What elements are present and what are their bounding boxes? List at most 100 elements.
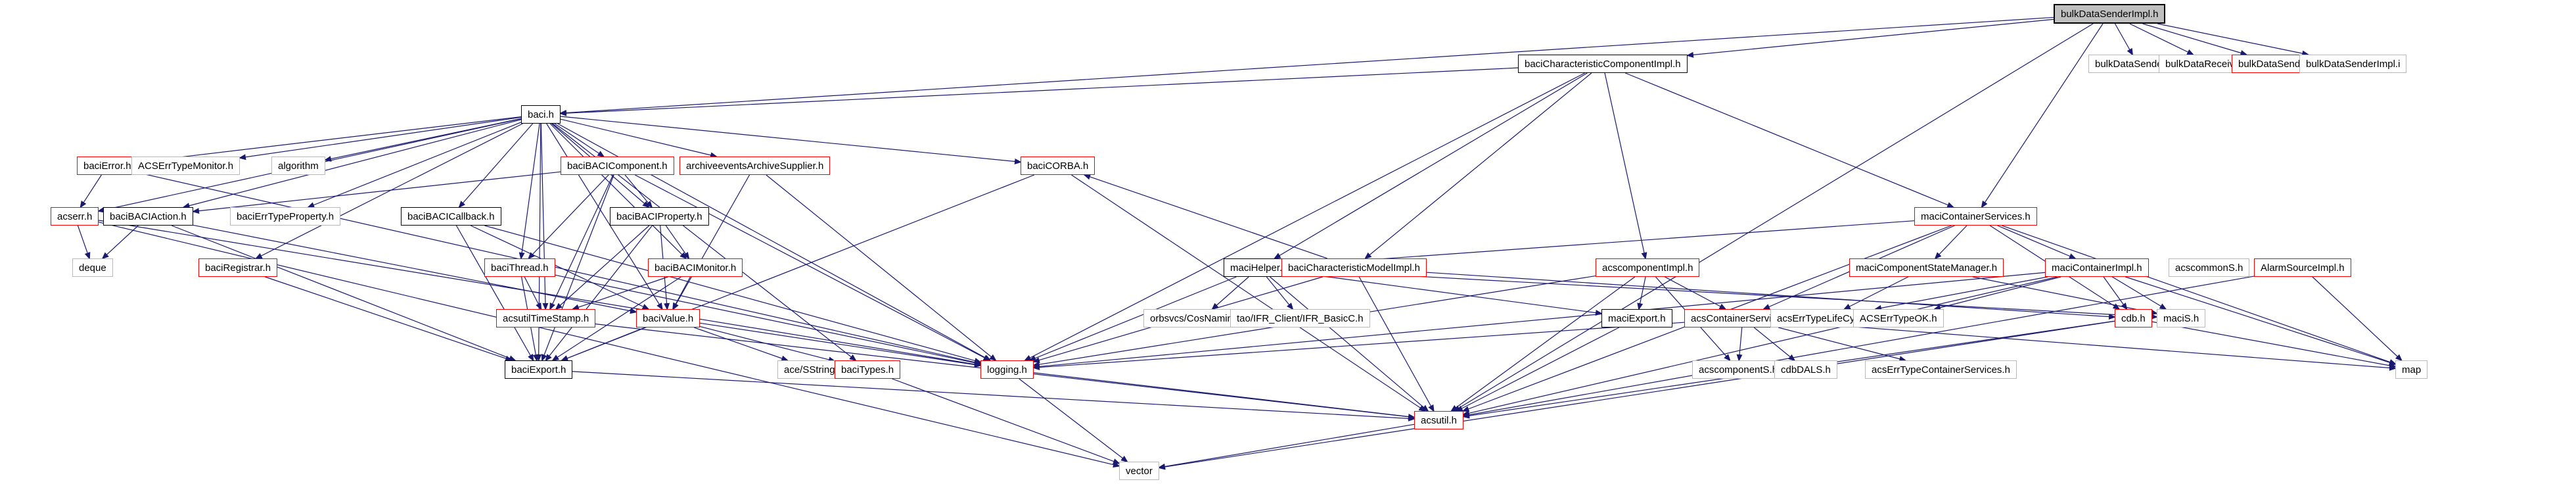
node-baciTypes[interactable]: baciTypes.h (835, 360, 901, 379)
edge-maciComponentStateManager-maciS (1972, 276, 2158, 316)
node-vector: vector (1119, 462, 1159, 480)
edge-baci-baciRegistrar (254, 123, 523, 259)
node-acserr[interactable]: acserr.h (51, 207, 99, 226)
edge-maciHelper-acsutil (1270, 276, 1429, 412)
node-acsutil[interactable]: acsutil.h (1414, 411, 1464, 429)
edge-baciRegistrar-baciExport (265, 276, 513, 362)
edge-bulkDataSenderImpl-acsutil (1452, 23, 2094, 412)
node-acscomponentImpl[interactable]: acscomponentImpl.h (1596, 258, 1700, 277)
edge-baciError-logging (137, 172, 982, 366)
edge-baciBACIComponent-baciBACIAction (192, 171, 561, 214)
edge-baciBACIComponent-logging (635, 174, 991, 361)
edge-acsContainerServices-logging (1032, 322, 1685, 371)
node-baciBACICallback[interactable]: baciBACICallback.h (401, 207, 501, 226)
edge-baci-archiveeventsArchiveSupplier (560, 118, 718, 158)
edge-baciBACIProperty-baciBACIMonitor (665, 225, 690, 260)
node-logging[interactable]: logging.h (980, 360, 1034, 379)
edge-baci-baciBACIAction (182, 119, 522, 209)
node-tao_IFR_BasicC: tao/IFR_Client/IFR_BasicC.h (1230, 309, 1370, 327)
edge-baciValue-baciTypes (699, 326, 836, 363)
edge-acsContainerServices-map (1801, 322, 2397, 371)
edge-AlarmSourceImpl-acsutil (1462, 276, 2255, 418)
node-archiveeventsArchiveSupplier[interactable]: archiveeventsArchiveSupplier.h (679, 157, 831, 175)
edge-baciValue-baciExport (560, 327, 645, 361)
node-baciCORBA[interactable]: baciCORBA.h (1021, 157, 1095, 175)
node-ACSErrTypeOK: ACSErrTypeOK.h (1853, 309, 1944, 327)
node-acscomponentS: acscomponentS.h (1692, 360, 1785, 379)
edge-baciThread-logging (555, 274, 982, 366)
node-baciValue[interactable]: baciValue.h (636, 309, 701, 327)
node-ACSErrTypeMonitor: ACSErrTypeMonitor.h (131, 157, 241, 175)
node-baciCharacteristicComponentImpl[interactable]: baciCharacteristicComponentImpl.h (1518, 55, 1688, 73)
edge-baciBACIAction-deque (101, 225, 139, 260)
edge-baciBACICallback-baciExport (455, 225, 534, 362)
edge-baci-baciBACIMonitor (549, 123, 687, 260)
node-bulkDataSenderImpl: bulkDataSenderImpl.h (2054, 4, 2166, 24)
edge-maciContainerImpl-map (2125, 276, 2397, 366)
edge-baciBACICallback-logging (484, 225, 982, 364)
edge-maciContainerServices-maciContainerImpl (1997, 225, 2077, 259)
edge-acserr-deque (77, 225, 91, 260)
edge-baciBACIMonitor-acsutilTimeStamp (571, 276, 668, 310)
edge-maciContainerServices-maciComponentStateManager (1934, 225, 1967, 260)
edge-baciCORBA-acsutil (1071, 174, 1427, 412)
edge-maciContainerServices-map (2002, 225, 2397, 365)
node-baciBACIAction[interactable]: baciBACIAction.h (103, 207, 193, 226)
edge-archiveeventsArchiveSupplier-logging (766, 174, 997, 362)
edge-baciBACIComponent-baciExport (541, 174, 614, 362)
node-maciComponentStateManager[interactable]: maciComponentStateManager.h (1849, 258, 2004, 277)
node-maciContainerImpl[interactable]: maciContainerImpl.h (2045, 258, 2149, 277)
edge-bulkDataSenderImpl-bulkDataReceiverC (2129, 23, 2195, 55)
node-baciCharacteristicModelImpl[interactable]: baciCharacteristicModelImpl.h (1281, 258, 1427, 277)
edge-baci-baciThread (518, 123, 540, 260)
node-acsutilTimeStamp[interactable]: acsutilTimeStamp.h (496, 309, 596, 327)
edge-baci-ACSErrTypeMonitor (239, 116, 522, 160)
node-cdb[interactable]: cdb.h (2115, 309, 2152, 327)
node-algorithm: algorithm (271, 157, 325, 175)
node-maciContainerServices[interactable]: maciContainerServices.h (1914, 207, 2037, 226)
edge-maciContainerImpl-cdb (2103, 276, 2128, 310)
edge-logging-acsutil (1033, 372, 1415, 420)
edge-bulkDataSenderImpl-bulkDataSenderS (2114, 23, 2134, 56)
node-deque: deque (72, 258, 113, 277)
node-baci[interactable]: baci.h (521, 105, 561, 124)
node-baciExport[interactable]: baciExport.h (505, 360, 573, 379)
edge-baciExport-acsutil (572, 371, 1415, 422)
edge-acsContainerServices-cdbDALS (1753, 327, 1796, 362)
edge-baci-baciBACICallback (458, 123, 534, 208)
node-baciBACIComponent[interactable]: baciBACIComponent.h (561, 157, 674, 175)
edge-bulkDataSenderImpl-maciContainerServices (1981, 23, 2104, 208)
edge-baciCharacteristicModelImpl-cdb (1426, 272, 2116, 320)
edge-baciBACIProperty-acsutilTimeStamp (555, 225, 650, 310)
edge-maciHelper-maciS (1294, 269, 2158, 320)
edge-baciBACIComponent-baciThread (528, 174, 609, 260)
edge-bulkDataSenderImpl-baci (559, 16, 2054, 116)
edge-baciCharacteristicComponentImpl-maciContainerServices (1625, 72, 1955, 208)
node-AlarmSourceImpl[interactable]: AlarmSourceImpl.h (2254, 258, 2351, 277)
edge-baci-baciCORBA (560, 116, 1022, 164)
node-maciExport[interactable]: maciExport.h (1601, 309, 1672, 327)
node-baciThread[interactable]: baciThread.h (484, 258, 555, 277)
node-cdbDALS: cdbDALS.h (1774, 360, 1837, 379)
edge-maciHelper-tao_IFR_BasicC (1266, 276, 1294, 310)
node-baciBACIMonitor[interactable]: baciBACIMonitor.h (648, 258, 743, 277)
edge-baci-baciError (137, 116, 522, 164)
edge-maciContainerServices-maciHelper (1293, 220, 1915, 268)
edge-acsutil-vector (1158, 424, 1415, 470)
node-acsErrTypeContainerServices: acsErrTypeContainerServices.h (1865, 360, 2017, 379)
edge-cdb-vector (1158, 320, 2115, 470)
edge-baciValue-ace_SString (694, 327, 789, 362)
edge-baciBACIMonitor-baciValue (672, 276, 691, 310)
edge-baciTypes-vector (892, 378, 1120, 464)
node-baciBACIProperty[interactable]: baciBACIProperty.h (610, 207, 709, 226)
edge-maciContainerImpl-acsutil (1462, 276, 2058, 416)
edge-baciCharacteristicModelImpl-baciCORBA (1083, 174, 1327, 259)
node-baciRegistrar[interactable]: baciRegistrar.h (198, 258, 278, 277)
edge-baciCharacteristicComponentImpl-baciCharacteristicModelImpl (1364, 72, 1592, 260)
node-baciErrTypeProperty: baciErrTypeProperty.h (230, 207, 341, 226)
edge-maciContainerImpl-logging (1032, 272, 2046, 370)
node-baciError[interactable]: baciError.h (77, 157, 138, 175)
edge-cdb-map (2151, 321, 2397, 369)
